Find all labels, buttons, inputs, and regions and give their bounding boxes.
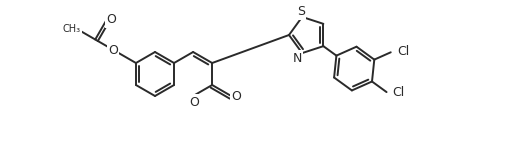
Text: N: N [292,52,302,65]
Text: CH₃: CH₃ [62,24,81,34]
Text: O: O [231,91,241,104]
Text: O: O [108,44,118,57]
Text: O: O [106,13,116,26]
Text: O: O [189,96,199,109]
Text: Cl: Cl [397,45,410,58]
Text: Cl: Cl [392,86,404,99]
Text: S: S [297,5,305,18]
